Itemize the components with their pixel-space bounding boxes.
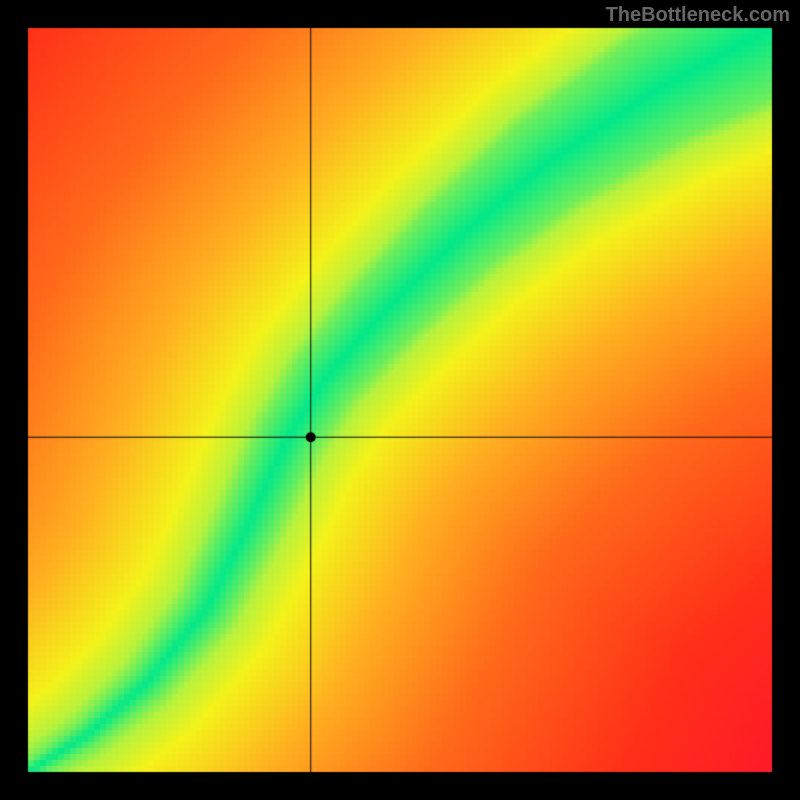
watermark-text: TheBottleneck.com (606, 4, 790, 27)
chart-container: TheBottleneck.com (0, 0, 800, 800)
heatmap-canvas (0, 0, 800, 800)
